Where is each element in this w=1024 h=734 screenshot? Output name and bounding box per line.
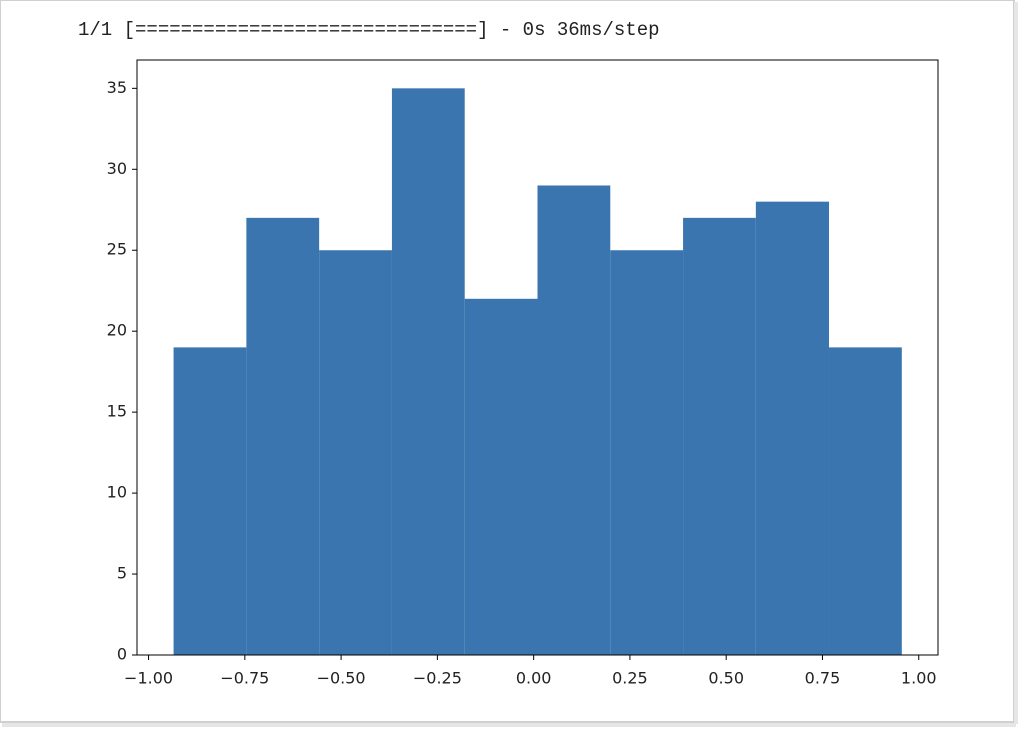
- y-tick-label: 25: [107, 240, 127, 259]
- x-tick-label: 0.25: [612, 669, 648, 688]
- bar: [829, 347, 902, 655]
- bar: [755, 201, 830, 655]
- bar: [246, 217, 320, 655]
- bar: [391, 88, 465, 656]
- histogram: 0 5 10 15 20 25 30 35 −1.00 −0.75 −0.50 −0.25 0.00 0.…: [107, 59, 939, 688]
- y-tick-label: 30: [107, 159, 127, 178]
- y-tick-label: 5: [117, 564, 127, 583]
- x-tick-label: −0.75: [220, 669, 269, 688]
- x-tick-label: −1.00: [124, 669, 173, 688]
- bar: [173, 347, 247, 655]
- y-tick-label: 35: [107, 78, 127, 97]
- x-tick-label: 0.75: [805, 669, 841, 688]
- y-tick-label: 0: [117, 645, 127, 664]
- x-tick-label: −0.25: [413, 669, 462, 688]
- x-tick-label: −0.50: [317, 669, 366, 688]
- y-tick-label: 10: [107, 483, 127, 502]
- y-tick-label: 15: [107, 402, 127, 421]
- bar: [464, 298, 538, 655]
- x-tick-label: 0.50: [708, 669, 744, 688]
- x-tick-label: 1.00: [901, 669, 937, 688]
- axes-frame: [136, 59, 939, 656]
- x-tick-label: 0.00: [516, 669, 552, 688]
- bar: [319, 250, 392, 655]
- bar: [610, 250, 684, 655]
- progress-log: 1/1 [==============================] - 0…: [78, 19, 660, 41]
- y-tick-label: 20: [107, 321, 127, 340]
- bar: [683, 217, 756, 655]
- bar: [537, 185, 611, 655]
